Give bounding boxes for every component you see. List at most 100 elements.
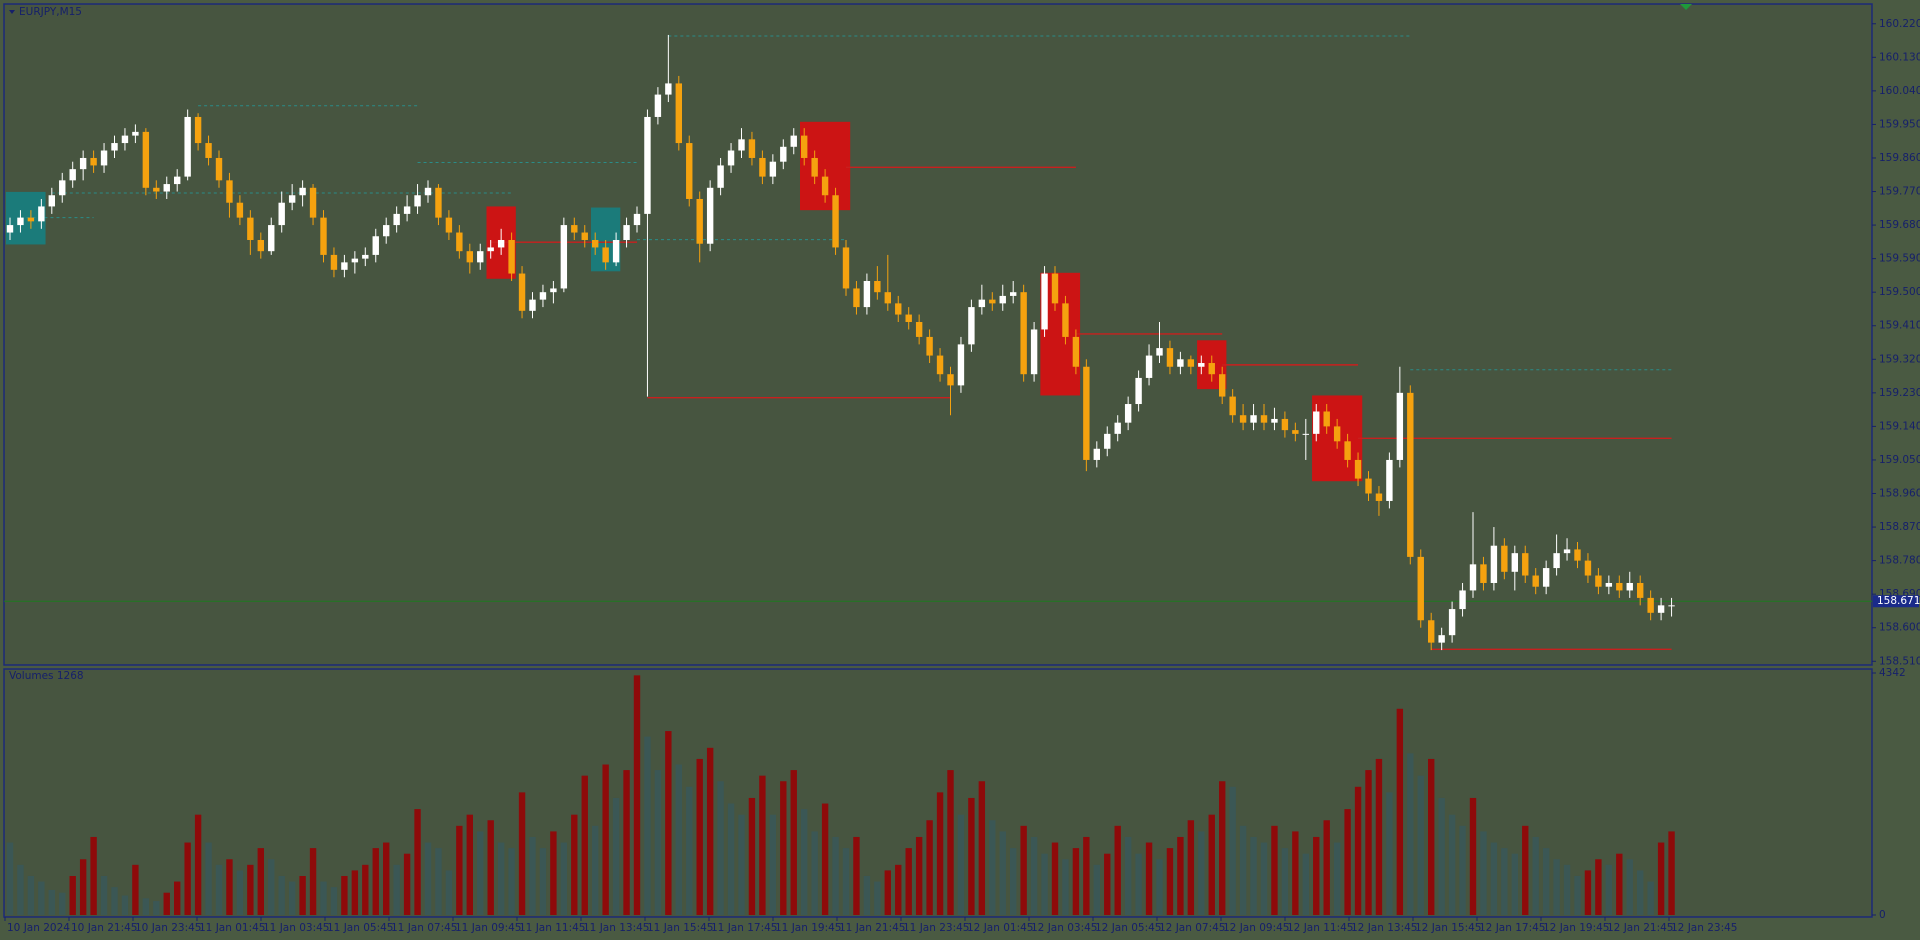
candle-body bbox=[989, 299, 996, 304]
y-tick-label: 158.870 bbox=[1879, 521, 1920, 533]
candle-body bbox=[874, 281, 881, 293]
candle-body bbox=[1396, 392, 1404, 460]
volume-bar bbox=[1072, 848, 1080, 915]
candle-body bbox=[1187, 359, 1195, 367]
x-tick-label: 12 Jan 11:45 bbox=[1287, 922, 1353, 934]
volume-bar bbox=[623, 770, 630, 915]
volume-bar bbox=[581, 775, 588, 915]
candles-layer bbox=[6, 34, 1675, 651]
x-tick-label: 12 Jan 13:45 bbox=[1351, 922, 1417, 934]
volume-bar bbox=[236, 870, 244, 915]
candle-body bbox=[1511, 553, 1518, 572]
candle-body bbox=[1010, 292, 1017, 296]
volume-title: Volumes 1268 bbox=[9, 670, 84, 682]
candle-body bbox=[727, 150, 735, 166]
candle-body bbox=[184, 116, 191, 177]
y-tick-label: 159.050 bbox=[1879, 454, 1920, 466]
volume-bar bbox=[1616, 853, 1623, 915]
y-tick-label: 158.510 bbox=[1879, 655, 1920, 667]
volume-bar bbox=[174, 881, 181, 915]
symbol-menu-arrow[interactable] bbox=[9, 10, 15, 14]
x-tick-label: 11 Jan 07:45 bbox=[391, 922, 457, 934]
x-tick-label: 11 Jan 13:45 bbox=[583, 922, 649, 934]
candle-body bbox=[1020, 292, 1027, 375]
candle-body bbox=[1428, 620, 1435, 643]
x-tick-label: 12 Jan 03:45 bbox=[1031, 922, 1097, 934]
volume-bar bbox=[90, 836, 97, 915]
volume-bar bbox=[341, 875, 348, 915]
volume-bar bbox=[59, 892, 66, 915]
candle-body bbox=[675, 83, 682, 144]
volume-bar bbox=[612, 797, 620, 915]
candle-body bbox=[1145, 355, 1153, 378]
volume-bar bbox=[1532, 836, 1539, 915]
candle-body bbox=[1281, 418, 1289, 431]
volume-bar bbox=[1333, 842, 1341, 915]
candle-body bbox=[978, 299, 986, 308]
candle-body bbox=[633, 213, 641, 226]
volume-bar bbox=[895, 864, 902, 915]
candle-body bbox=[915, 322, 923, 337]
volume-bar bbox=[38, 881, 45, 915]
candle-body bbox=[215, 157, 223, 181]
volume-y-tick-label: 0 bbox=[1879, 909, 1886, 921]
candle-body bbox=[69, 169, 76, 181]
x-tick-label: 11 Jan 19:45 bbox=[775, 922, 841, 934]
y-tick-label: 160.220 bbox=[1879, 18, 1920, 30]
candle-body bbox=[926, 336, 933, 356]
volume-bar bbox=[351, 870, 359, 915]
y-tick-label: 159.590 bbox=[1879, 253, 1920, 265]
volume-bar bbox=[832, 836, 839, 915]
volume-bar bbox=[654, 770, 662, 915]
candle-body bbox=[414, 195, 421, 207]
candle-body bbox=[1417, 556, 1424, 621]
y-tick-label: 159.140 bbox=[1879, 420, 1920, 432]
candle-body bbox=[571, 225, 578, 233]
volume-bar bbox=[811, 831, 818, 915]
volume-bar bbox=[372, 848, 379, 915]
volume-bar bbox=[529, 836, 536, 915]
candle-body bbox=[17, 217, 24, 226]
volume-bar bbox=[184, 842, 191, 915]
candle-body bbox=[1584, 560, 1592, 576]
volume-bar bbox=[435, 848, 442, 915]
volume-bar bbox=[1637, 870, 1644, 915]
volume-bar bbox=[27, 875, 35, 915]
volume-bar bbox=[1344, 809, 1351, 915]
x-tick-label: 11 Jan 15:45 bbox=[647, 922, 713, 934]
x-tick-label: 11 Jan 23:45 bbox=[903, 922, 969, 934]
volume-bar bbox=[445, 870, 453, 915]
candle-body bbox=[957, 344, 965, 386]
volume-bar bbox=[1563, 864, 1571, 915]
candle-body bbox=[1333, 426, 1341, 442]
candle-body bbox=[1438, 635, 1445, 643]
volume-bar bbox=[1302, 853, 1309, 915]
volume-bar bbox=[1313, 836, 1320, 915]
volume-bar bbox=[1626, 859, 1633, 915]
candle-body bbox=[842, 247, 850, 289]
y-tick-label: 158.780 bbox=[1879, 555, 1920, 567]
x-tick-label: 11 Jan 17:45 bbox=[711, 922, 777, 934]
volume-bar bbox=[497, 842, 505, 915]
candle-body bbox=[665, 83, 672, 95]
y-tick-label: 160.130 bbox=[1879, 51, 1920, 63]
volume-bar bbox=[278, 875, 285, 915]
x-tick-label: 12 Jan 05:45 bbox=[1095, 922, 1161, 934]
volume-bar bbox=[1407, 753, 1414, 915]
volume-bar bbox=[1030, 836, 1038, 915]
candle-body bbox=[1490, 545, 1498, 583]
candle-body bbox=[905, 314, 912, 323]
candle-body bbox=[393, 213, 400, 226]
volume-bar bbox=[424, 842, 432, 915]
x-tick-label: 12 Jan 21:45 bbox=[1607, 922, 1673, 934]
candle-body bbox=[612, 239, 620, 263]
volume-bar bbox=[1229, 786, 1236, 915]
volume-bar bbox=[633, 675, 641, 915]
volume-bar bbox=[257, 848, 264, 915]
x-tick-label: 12 Jan 23:45 bbox=[1671, 922, 1737, 934]
volume-bar bbox=[1553, 859, 1560, 915]
candle-body bbox=[769, 161, 777, 177]
volume-bar bbox=[1166, 848, 1174, 915]
volume-bar bbox=[1041, 853, 1048, 915]
